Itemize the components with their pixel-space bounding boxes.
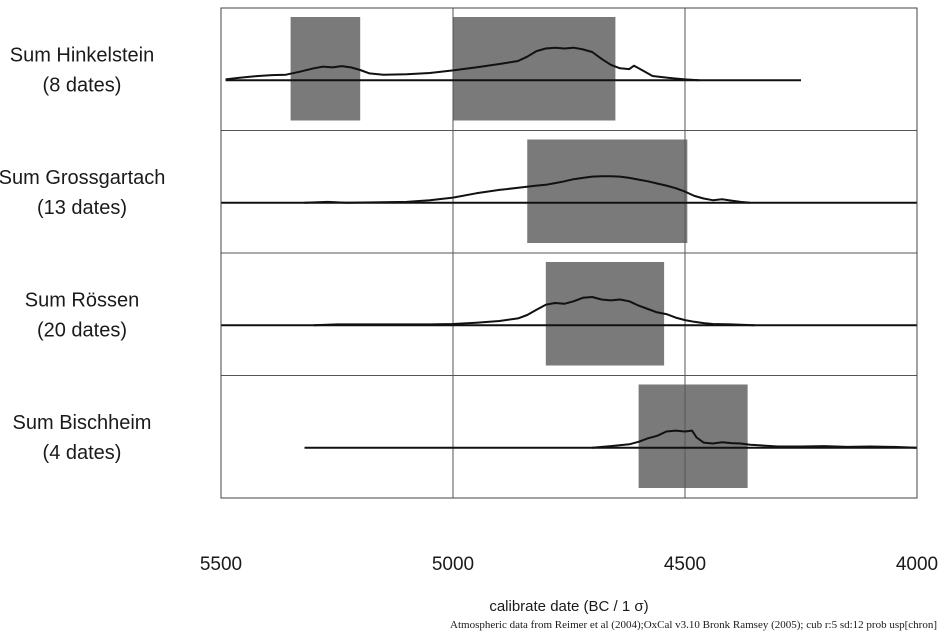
x-tick-label: 4000 <box>896 554 938 575</box>
sigma-range-box <box>545 262 665 366</box>
probability-curve <box>592 429 918 449</box>
row-labels: Sum Hinkelstein (8 dates) Sum Grossgartach… <box>0 44 165 464</box>
series-count: (13 dates) <box>37 197 127 219</box>
credit-line: Atmospheric data from Reimer et al (2004… <box>450 619 937 631</box>
grid-lines <box>221 8 917 498</box>
probability-curves <box>225 46 918 449</box>
probability-curve <box>225 46 699 82</box>
plot-frame <box>220 7 918 499</box>
series-name: Sum Rössen <box>25 289 140 311</box>
series-count: (20 dates) <box>37 319 127 341</box>
series-count: (8 dates) <box>43 74 122 96</box>
x-tick-labels: 5500 5000 4500 4000 <box>200 554 938 575</box>
probability-curve <box>313 296 755 327</box>
series-count: (4 dates) <box>43 442 122 464</box>
series-name: Sum Grossgartach <box>0 167 165 189</box>
sigma-range-box <box>290 17 361 121</box>
x-tick-label: 4500 <box>664 554 706 575</box>
x-tick-label: 5500 <box>200 554 242 575</box>
x-axis-label: calibrate date (BC / 1 σ) <box>489 598 648 615</box>
series-name: Sum Bischheim <box>13 412 152 434</box>
sigma-range-box <box>453 17 616 121</box>
x-tick-label: 5000 <box>432 554 474 575</box>
probability-curve <box>304 175 751 204</box>
sigma-range-box <box>527 139 688 243</box>
series-name: Sum Hinkelstein <box>10 44 155 66</box>
